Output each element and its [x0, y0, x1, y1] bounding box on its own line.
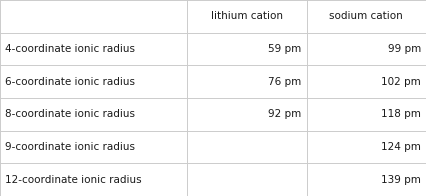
Text: 124 pm: 124 pm [381, 142, 421, 152]
Text: 59 pm: 59 pm [268, 44, 302, 54]
Text: 92 pm: 92 pm [268, 109, 302, 119]
Text: 118 pm: 118 pm [381, 109, 421, 119]
Text: 6-coordinate ionic radius: 6-coordinate ionic radius [5, 77, 135, 87]
Text: lithium cation: lithium cation [211, 11, 283, 21]
Text: 139 pm: 139 pm [381, 175, 421, 185]
Text: 102 pm: 102 pm [381, 77, 421, 87]
Text: 76 pm: 76 pm [268, 77, 302, 87]
Text: 8-coordinate ionic radius: 8-coordinate ionic radius [5, 109, 135, 119]
Text: sodium cation: sodium cation [329, 11, 403, 21]
Text: 4-coordinate ionic radius: 4-coordinate ionic radius [5, 44, 135, 54]
Text: 12-coordinate ionic radius: 12-coordinate ionic radius [5, 175, 142, 185]
Text: 99 pm: 99 pm [388, 44, 421, 54]
Text: 9-coordinate ionic radius: 9-coordinate ionic radius [5, 142, 135, 152]
